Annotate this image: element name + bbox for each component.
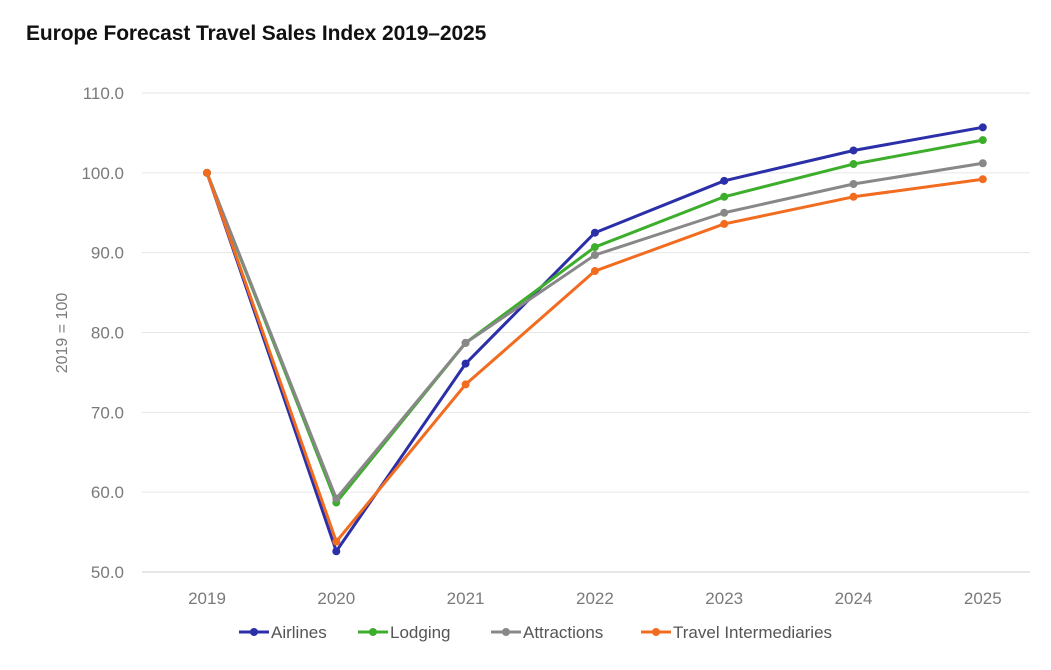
- data-point: [978, 175, 987, 184]
- data-point: [720, 176, 729, 185]
- x-tick-label: 2025: [964, 589, 1002, 608]
- legend: Airlines Lodging Attractions Travel Interme…: [239, 623, 832, 642]
- data-point: [590, 243, 599, 252]
- legend-label: Attractions: [523, 623, 603, 642]
- series-travel-intermediaries: [203, 168, 987, 546]
- x-tick-label: 2021: [447, 589, 485, 608]
- data-point: [461, 359, 470, 368]
- data-point: [720, 192, 729, 201]
- legend-label: Airlines: [271, 623, 327, 642]
- series-line: [205, 125, 984, 553]
- x-tick-label: 2022: [576, 589, 614, 608]
- series-line: [205, 161, 984, 501]
- y-axis-ticks: 50.0 60.0 70.0 80.0 90.0 100.0 110.0: [81, 84, 124, 582]
- data-point: [461, 380, 470, 389]
- data-point: [203, 168, 211, 177]
- legend-item: Airlines: [239, 623, 327, 642]
- data-point: [590, 251, 599, 260]
- data-point: [720, 208, 729, 217]
- legend-swatch-dot: [502, 628, 510, 636]
- data-point: [978, 159, 987, 168]
- data-point: [332, 547, 341, 556]
- legend-item: Attractions: [491, 623, 603, 642]
- series-lodging: [203, 136, 987, 507]
- data-point: [332, 494, 341, 503]
- data-point: [849, 160, 858, 169]
- legend-swatch-dot: [369, 628, 377, 636]
- data-point: [332, 537, 341, 546]
- data-point: [590, 267, 599, 276]
- x-tick-label: 2023: [705, 589, 743, 608]
- series-line: [205, 172, 984, 544]
- y-tick-label: 110.0: [83, 84, 124, 103]
- data-point: [590, 228, 599, 237]
- x-tick-label: 2019: [188, 589, 226, 608]
- data-point: [849, 192, 858, 201]
- chart-title: Europe Forecast Travel Sales Index 2019–…: [26, 22, 487, 45]
- y-tick-label: 90.0: [91, 244, 124, 263]
- data-point: [849, 180, 858, 189]
- y-tick-label: 50.0: [91, 563, 124, 582]
- y-tick-label: 80.0: [91, 324, 124, 343]
- data-point: [978, 123, 987, 132]
- series-attractions: [203, 159, 987, 503]
- x-tick-label: 2020: [317, 589, 355, 608]
- legend-item: Travel Intermediaries: [641, 623, 832, 642]
- x-tick-label: 2024: [835, 589, 873, 608]
- gridlines: [142, 92, 1030, 573]
- data-point: [461, 338, 470, 347]
- legend-swatch-dot: [652, 628, 660, 636]
- series-airlines: [203, 123, 987, 556]
- legend-label: Travel Intermediaries: [673, 623, 832, 642]
- data-point: [978, 136, 987, 145]
- data-point: [849, 146, 858, 155]
- y-tick-label: 60.0: [91, 483, 124, 502]
- y-tick-label: 70.0: [91, 403, 124, 422]
- x-axis-ticks: 2019 2020 2021 2022 2023 2024 2025: [188, 589, 1002, 608]
- legend-item: Lodging: [358, 623, 451, 642]
- data-point: [720, 219, 729, 228]
- series-lines: [203, 123, 987, 556]
- y-axis-label: 2019 = 100: [54, 293, 71, 374]
- legend-label: Lodging: [390, 623, 451, 642]
- legend-swatch-dot: [250, 628, 258, 636]
- y-tick-label: 100.0: [81, 164, 124, 183]
